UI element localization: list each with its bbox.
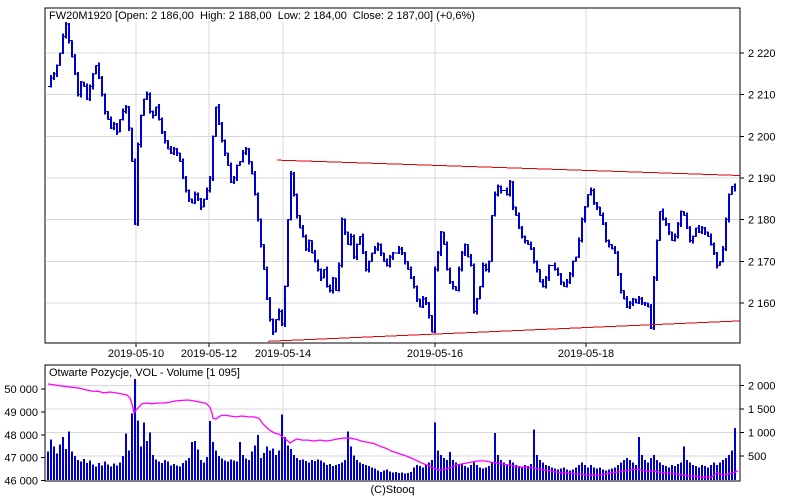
price-axis-label: 2 190 xyxy=(748,173,776,185)
date-axis-label: 2019-05-10 xyxy=(108,348,164,360)
price-axis-label: 2 160 xyxy=(748,298,776,310)
oi-axis-label: 49 000 xyxy=(4,407,38,419)
price-axis-label: 2 210 xyxy=(748,90,776,102)
main-chart-title: FW20M1920 [Open: 2 186,00 High: 2 188,00… xyxy=(49,10,477,22)
price-axis-label: 2 170 xyxy=(748,256,776,268)
volume-panel-frame xyxy=(44,364,741,482)
data-series xyxy=(47,21,741,480)
date-axis-label: 2019-05-18 xyxy=(558,348,614,360)
volume-bars xyxy=(47,369,736,480)
trendline xyxy=(267,320,741,342)
oi-axis-label: 50 000 xyxy=(4,384,38,396)
date-axis-label: 2019-05-12 xyxy=(181,348,237,360)
price-axis-label: 2 220 xyxy=(748,48,776,60)
open-interest-line xyxy=(47,383,739,478)
oi-axis-label: 46 000 xyxy=(4,476,38,488)
oi-axis-label: 47 000 xyxy=(4,453,38,465)
volume-axis-label: 2 000 xyxy=(748,381,776,393)
price-series xyxy=(48,21,736,336)
gridlines xyxy=(46,9,739,480)
date-axis-label: 2019-05-14 xyxy=(255,348,311,360)
volume-axis-label: 500 xyxy=(748,451,766,463)
date-axis-label: 2019-05-16 xyxy=(407,348,463,360)
price-panel-frame xyxy=(44,7,741,344)
price-axis-label: 2 180 xyxy=(748,215,776,227)
oi-axis-label: 48 000 xyxy=(4,430,38,442)
panel-frames xyxy=(41,7,744,482)
price-axis-label: 2 200 xyxy=(748,131,776,143)
copyright-label: (C)Stooq xyxy=(370,484,415,496)
volume-axis-label: 1 000 xyxy=(748,428,776,440)
volume-panel-title: Otwarte Pozycje, VOL - Volume [1 095] xyxy=(49,367,242,379)
axis-labels: 2 160 2 170 2 180 2 190 2 200 2 210 2 220 2019-… xyxy=(4,48,775,488)
volume-axis-label: 1 500 xyxy=(748,404,776,416)
trendline xyxy=(276,159,741,176)
